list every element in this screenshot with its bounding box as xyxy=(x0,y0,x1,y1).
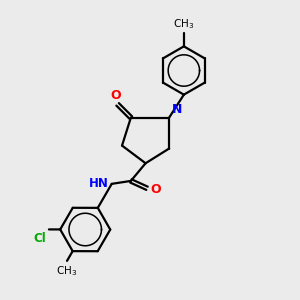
Text: O: O xyxy=(110,89,121,102)
Text: O: O xyxy=(151,183,161,196)
Text: CH$_3$: CH$_3$ xyxy=(56,264,78,278)
Text: N: N xyxy=(172,103,182,116)
Text: CH$_3$: CH$_3$ xyxy=(173,17,194,31)
Text: Cl: Cl xyxy=(34,232,46,245)
Text: HN: HN xyxy=(89,177,109,190)
